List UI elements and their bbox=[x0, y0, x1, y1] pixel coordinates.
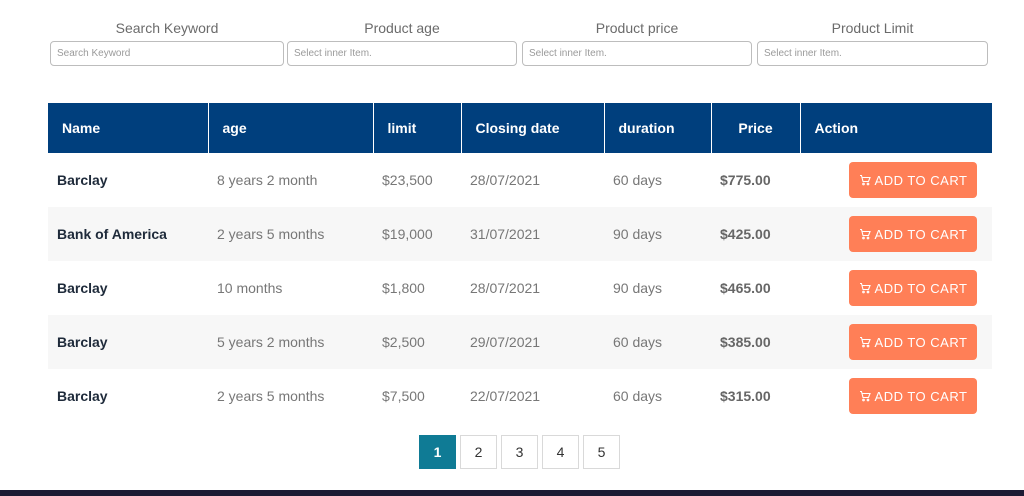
table-body: Barclay 8 years 2 month $23,500 28/07/20… bbox=[48, 153, 992, 423]
table-row: Barclay 10 months $1,800 28/07/2021 90 d… bbox=[48, 261, 992, 315]
filter-search-keyword: Search Keyword bbox=[50, 18, 284, 66]
cell-duration: 90 days bbox=[604, 261, 711, 315]
cell-price: $385.00 bbox=[711, 315, 800, 369]
header-action: Action bbox=[800, 103, 992, 153]
products-table-container: Name age limit Closing date duration Pri… bbox=[48, 103, 992, 423]
add-to-cart-label: ADD TO CART bbox=[874, 388, 968, 404]
add-to-cart-button[interactable]: ADD TO CART bbox=[849, 324, 977, 360]
cell-duration: 60 days bbox=[604, 369, 711, 423]
page-button-1[interactable]: 1 bbox=[419, 435, 456, 469]
table-row: Barclay 5 years 2 months $2,500 29/07/20… bbox=[48, 315, 992, 369]
cart-icon bbox=[859, 282, 871, 294]
cell-price: $315.00 bbox=[711, 369, 800, 423]
cell-action: ADD TO CART bbox=[800, 261, 992, 315]
add-to-cart-label: ADD TO CART bbox=[874, 334, 968, 350]
cell-age: 8 years 2 month bbox=[208, 153, 373, 207]
add-to-cart-label: ADD TO CART bbox=[874, 172, 968, 188]
cell-closing-date: 28/07/2021 bbox=[461, 261, 604, 315]
cell-limit: $1,800 bbox=[373, 261, 461, 315]
page-button-2[interactable]: 2 bbox=[460, 435, 497, 469]
cell-duration: 90 days bbox=[604, 207, 711, 261]
header-limit: limit bbox=[373, 103, 462, 153]
filter-product-price: Product price bbox=[522, 18, 752, 66]
cell-closing-date: 29/07/2021 bbox=[461, 315, 604, 369]
cart-icon bbox=[859, 336, 871, 348]
cell-age: 2 years 5 months bbox=[208, 369, 373, 423]
cell-action: ADD TO CART bbox=[800, 153, 992, 207]
filter-label: Product age bbox=[364, 20, 440, 36]
filter-label: Product price bbox=[595, 20, 679, 36]
add-to-cart-button[interactable]: ADD TO CART bbox=[849, 378, 977, 414]
cell-name: Barclay bbox=[48, 261, 208, 315]
product-age-select[interactable] bbox=[287, 41, 517, 66]
add-to-cart-button[interactable]: ADD TO CART bbox=[849, 216, 977, 252]
add-to-cart-label: ADD TO CART bbox=[874, 226, 968, 242]
table-header: Name age limit Closing date duration Pri… bbox=[48, 103, 992, 153]
table-row: Bank of America 2 years 5 months $19,000… bbox=[48, 207, 992, 261]
cell-name: Barclay bbox=[48, 315, 208, 369]
page-button-5[interactable]: 5 bbox=[583, 435, 620, 469]
header-price: Price bbox=[711, 103, 801, 153]
cell-name: Barclay bbox=[48, 153, 208, 207]
table-row: Barclay 2 years 5 months $7,500 22/07/20… bbox=[48, 369, 992, 423]
bottom-bar bbox=[0, 490, 1024, 496]
cell-age: 10 months bbox=[208, 261, 373, 315]
cell-action: ADD TO CART bbox=[800, 315, 992, 369]
header-closing-date: Closing date bbox=[461, 103, 605, 153]
add-to-cart-button[interactable]: ADD TO CART bbox=[849, 162, 977, 198]
add-to-cart-button[interactable]: ADD TO CART bbox=[849, 270, 977, 306]
cell-limit: $19,000 bbox=[373, 207, 461, 261]
cart-icon bbox=[859, 174, 871, 186]
cell-age: 2 years 5 months bbox=[208, 207, 373, 261]
pagination: 1 2 3 4 5 bbox=[419, 435, 620, 469]
product-limit-select[interactable] bbox=[757, 41, 988, 66]
filter-label: Product Limit bbox=[831, 20, 914, 36]
cart-icon bbox=[859, 228, 871, 240]
product-price-select[interactable] bbox=[522, 41, 752, 66]
filter-label: Search Keyword bbox=[115, 20, 219, 36]
search-keyword-input[interactable] bbox=[50, 41, 284, 66]
cell-duration: 60 days bbox=[604, 315, 711, 369]
filter-product-limit: Product Limit bbox=[757, 18, 988, 66]
table-row: Barclay 8 years 2 month $23,500 28/07/20… bbox=[48, 153, 992, 207]
cell-limit: $7,500 bbox=[373, 369, 461, 423]
cell-closing-date: 31/07/2021 bbox=[461, 207, 604, 261]
cell-price: $465.00 bbox=[711, 261, 800, 315]
page-button-3[interactable]: 3 bbox=[501, 435, 538, 469]
header-duration: duration bbox=[604, 103, 712, 153]
cell-name: Bank of America bbox=[48, 207, 208, 261]
cell-age: 5 years 2 months bbox=[208, 315, 373, 369]
cell-action: ADD TO CART bbox=[800, 207, 992, 261]
cell-closing-date: 28/07/2021 bbox=[461, 153, 604, 207]
cell-action: ADD TO CART bbox=[800, 369, 992, 423]
cell-limit: $23,500 bbox=[373, 153, 461, 207]
cell-price: $425.00 bbox=[711, 207, 800, 261]
cell-name: Barclay bbox=[48, 369, 208, 423]
header-age: age bbox=[208, 103, 374, 153]
header-name: Name bbox=[48, 103, 209, 153]
add-to-cart-label: ADD TO CART bbox=[874, 280, 968, 296]
products-table: Name age limit Closing date duration Pri… bbox=[48, 103, 992, 423]
filter-product-age: Product age bbox=[287, 18, 517, 66]
cell-limit: $2,500 bbox=[373, 315, 461, 369]
filter-bar: Search Keyword Product age Product price… bbox=[48, 18, 992, 68]
cart-icon bbox=[859, 390, 871, 402]
cell-duration: 60 days bbox=[604, 153, 711, 207]
cell-closing-date: 22/07/2021 bbox=[461, 369, 604, 423]
page-button-4[interactable]: 4 bbox=[542, 435, 579, 469]
cell-price: $775.00 bbox=[711, 153, 800, 207]
